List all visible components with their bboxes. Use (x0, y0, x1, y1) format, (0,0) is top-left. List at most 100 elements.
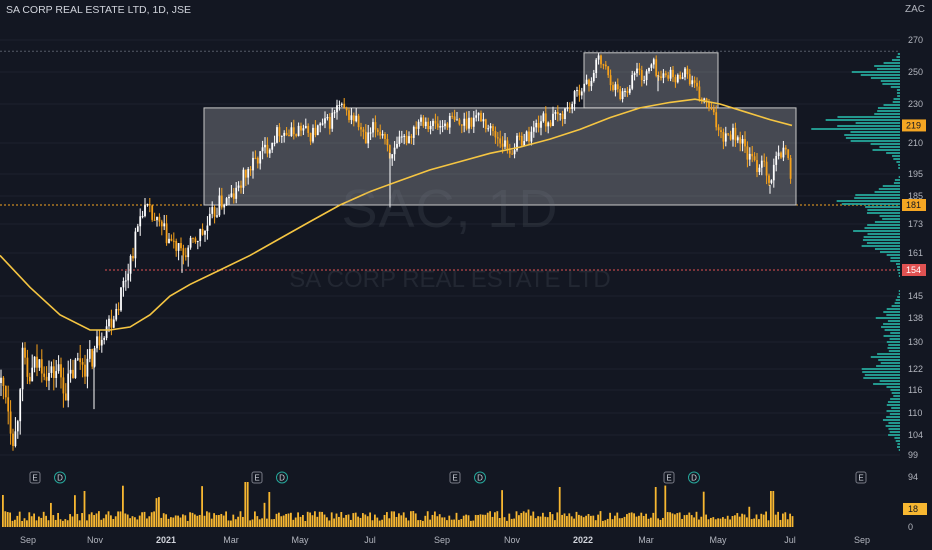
volume-profile-bar (888, 428, 900, 430)
volume-bar (578, 514, 580, 527)
volume-bar (650, 517, 652, 527)
candle-body (362, 129, 365, 132)
volume-profile-bar (891, 305, 900, 307)
candle-body (580, 91, 583, 96)
volume-profile-bar (877, 107, 900, 109)
volume-profile-bar (893, 98, 900, 100)
candle-body (609, 75, 612, 86)
candle-body (345, 107, 348, 111)
volume-bar (246, 482, 249, 527)
candle-body (242, 169, 245, 188)
time-tick-label: Mar (638, 535, 654, 545)
dividend-marker[interactable]: D (276, 471, 288, 484)
volume-profile-bar (898, 164, 900, 166)
volume-bar (294, 517, 297, 527)
earnings-marker[interactable]: E (251, 471, 263, 484)
candle-body (564, 108, 566, 120)
volume-bar (30, 516, 33, 527)
volume-bar (74, 495, 76, 527)
volume-bar (604, 520, 607, 527)
volume-bar (513, 518, 515, 527)
candle-body (314, 127, 317, 136)
candle-body (602, 64, 605, 66)
candle-body (7, 397, 10, 412)
volume-bar (474, 514, 477, 527)
volume-profile-bar (896, 446, 900, 448)
candle-body (633, 73, 636, 76)
volume-bar (758, 519, 760, 527)
candles (0, 53, 792, 451)
volume-profile-bar (889, 431, 900, 433)
dividend-marker[interactable]: D (688, 471, 700, 484)
candle-body (657, 75, 660, 77)
volume-bar (580, 515, 583, 527)
candle-body (103, 337, 106, 340)
volume-bar (244, 482, 247, 527)
candle-body (571, 103, 574, 109)
volume-last-label: 18 (908, 504, 918, 514)
volume-bar (282, 515, 285, 527)
volume-bar (309, 512, 311, 527)
volume-profile-bar (889, 338, 900, 340)
candle-body (720, 130, 722, 133)
earnings-marker[interactable]: E (663, 471, 675, 484)
earnings-marker[interactable]: E (449, 471, 461, 484)
candle-body (487, 128, 490, 130)
candle-body (338, 104, 341, 106)
candle-body (463, 118, 466, 126)
candle-body (458, 119, 461, 125)
volume-bar (378, 520, 381, 527)
candle-body (573, 91, 576, 104)
candle-body (446, 123, 449, 128)
volume-bar (659, 519, 662, 527)
volume-bar (98, 511, 100, 527)
volume-bar (256, 516, 259, 527)
candle-body (684, 68, 686, 78)
volume-bar (417, 520, 419, 527)
candle-body (115, 309, 118, 320)
volume-bar (333, 518, 335, 527)
candle-body (96, 336, 98, 349)
volume-profile-bar (877, 110, 900, 112)
volume-bar (455, 512, 458, 527)
volume-profile-bar (887, 347, 900, 349)
volume-bar (674, 514, 676, 527)
candle-body (640, 70, 643, 81)
candle-body (412, 126, 415, 138)
candle-body (508, 150, 511, 154)
volume-bar (141, 512, 143, 527)
candle-body (600, 55, 602, 65)
candle-body (494, 131, 497, 138)
volume-profile-bar (866, 242, 900, 244)
price-label-181: 181 (902, 199, 926, 211)
volume-bar (582, 517, 585, 527)
candle-body (436, 123, 439, 128)
candle-body (552, 113, 554, 126)
candle-body (441, 126, 444, 128)
volume-profile-bar (879, 146, 900, 148)
price-tick-label: 130 (908, 337, 923, 347)
earnings-marker-box (449, 471, 461, 484)
candle-body (230, 193, 233, 197)
dividend-marker[interactable]: D (54, 471, 66, 484)
volume-bar (539, 516, 542, 527)
dividend-marker[interactable]: D (474, 471, 486, 484)
volume-bar (158, 497, 160, 527)
volume-bar (724, 518, 727, 527)
earnings-marker[interactable]: E (855, 471, 867, 484)
candle-body (295, 134, 298, 136)
volume-profile-bar (836, 200, 900, 202)
volume-profile-bar (887, 401, 900, 403)
candle-body (568, 107, 571, 109)
candle-body (160, 221, 163, 227)
earnings-marker[interactable]: E (29, 471, 41, 484)
candle-body (374, 122, 377, 130)
volume-bar (280, 516, 283, 527)
volume-bar (642, 515, 645, 527)
candle-body (62, 377, 65, 394)
volume-bar (105, 514, 107, 527)
candle-body (168, 238, 170, 244)
volume-profile-bar (890, 260, 900, 262)
price-label-text: 181 (906, 200, 921, 210)
